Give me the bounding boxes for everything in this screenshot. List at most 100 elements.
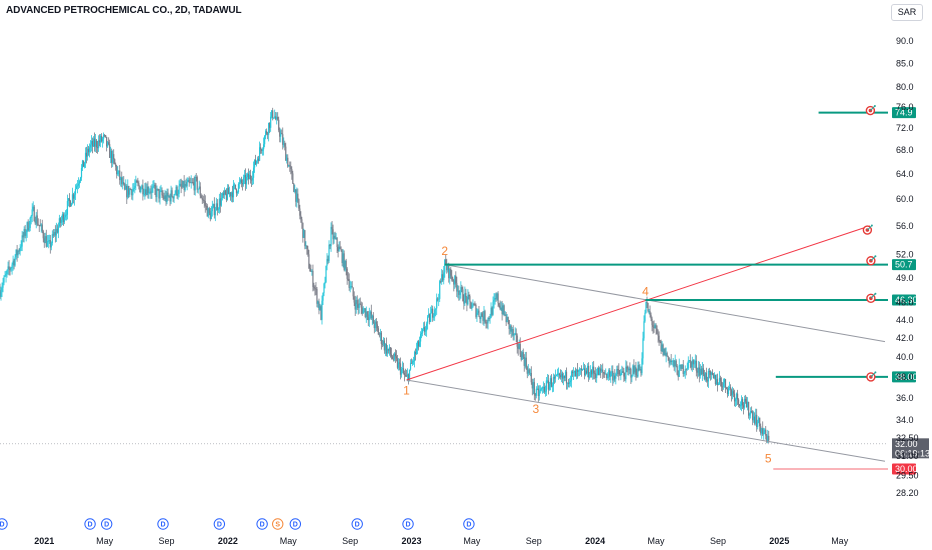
candle-body <box>741 399 744 406</box>
dividend-event-marker[interactable] <box>84 518 96 530</box>
target-level-tag[interactable] <box>892 294 916 306</box>
candle-body <box>129 189 131 195</box>
candle-body <box>444 259 446 273</box>
candle-body <box>293 183 295 192</box>
wave-label: 1 <box>403 383 410 397</box>
candle-body <box>518 343 520 349</box>
candle-body <box>532 382 534 389</box>
dividend-event-marker[interactable] <box>289 518 302 530</box>
candle-body <box>297 193 299 200</box>
candle-body <box>748 401 750 416</box>
currency-selector[interactable]: SAR <box>891 4 923 21</box>
candle-body <box>359 303 361 305</box>
candle-body <box>496 293 498 299</box>
candle-body <box>113 154 115 160</box>
dividend-event-marker[interactable] <box>157 518 169 530</box>
price-tick-label: 46.0 <box>896 297 914 307</box>
candle-body <box>266 131 268 134</box>
target-level-tag[interactable] <box>892 107 916 119</box>
candle-body <box>74 188 77 195</box>
target-level-tag[interactable] <box>892 371 916 383</box>
candle-body <box>85 152 88 157</box>
candle-body <box>201 197 203 200</box>
dividend-event-marker[interactable] <box>213 518 226 530</box>
candle-body <box>75 186 78 189</box>
candle-body <box>507 317 509 320</box>
candle-body <box>509 325 511 330</box>
candle-body <box>153 184 155 187</box>
time-axis[interactable]: 2021 May Sep 2022 May Sep 2023 May Sep 2024 May Sep… <box>34 536 848 546</box>
candle-body <box>229 192 232 197</box>
candle-body <box>145 189 147 195</box>
candle-body <box>244 175 247 185</box>
stop-level-tag[interactable] <box>892 463 916 475</box>
candle-body <box>112 154 114 163</box>
candle-body <box>706 380 708 382</box>
channel-line[interactable] <box>444 264 886 343</box>
candle-body <box>81 160 84 169</box>
candle-body <box>150 191 152 193</box>
candle-body <box>587 365 589 374</box>
candle-body <box>560 373 563 378</box>
dividend-event-marker[interactable] <box>100 518 113 530</box>
candle-body <box>210 211 212 220</box>
candle-body <box>615 373 617 379</box>
event-marker-label: D <box>405 522 410 529</box>
candle-body <box>175 186 177 194</box>
candle-body <box>591 370 593 375</box>
candle-body <box>374 321 376 329</box>
candle-body <box>249 175 252 180</box>
split-event-marker[interactable] <box>272 518 284 530</box>
candle-body <box>718 377 721 384</box>
event-marker-label: D <box>0 522 5 529</box>
candle-body <box>662 344 664 356</box>
candle-body <box>508 319 510 330</box>
channel-line[interactable] <box>406 379 886 462</box>
dividend-event-marker[interactable] <box>402 518 414 530</box>
drawings[interactable] <box>406 225 886 462</box>
candle-body <box>356 300 358 305</box>
price-tick-label: 31.00 <box>896 451 919 461</box>
price-tick-label: 32.50 <box>896 433 919 443</box>
candle-body <box>208 208 210 214</box>
candle-body <box>280 133 282 137</box>
dividend-event-marker[interactable] <box>351 518 363 530</box>
candle-body <box>179 183 181 186</box>
candle-body <box>530 372 532 383</box>
candle-body <box>11 264 13 268</box>
trend-line[interactable] <box>406 225 871 381</box>
candle-body <box>722 382 725 387</box>
candle-body <box>73 194 76 199</box>
price-tick-label: 28.20 <box>896 488 919 498</box>
candle-body <box>170 190 172 202</box>
candle-body <box>686 368 688 370</box>
candle-body <box>67 198 70 202</box>
candle-body <box>342 253 344 264</box>
candle-body <box>386 348 388 354</box>
candle-body <box>211 207 213 212</box>
candle-body <box>331 226 333 230</box>
candle-body <box>523 356 525 366</box>
last-price-tag[interactable] <box>892 438 929 459</box>
dividend-event-marker[interactable] <box>0 518 8 530</box>
dividend-event-marker[interactable] <box>256 518 268 530</box>
candle-body <box>389 347 392 355</box>
price-axis[interactable]: 90.0 85.0 80.0 76.0 72.0 68.0 64.0 60.0 56.0 52.0… <box>896 36 919 498</box>
candle-body <box>314 288 316 289</box>
candle-body <box>68 198 71 201</box>
candle-body <box>273 117 275 119</box>
time-tick-label: 2021 <box>34 536 54 546</box>
candle-body <box>216 203 218 211</box>
candle-body <box>725 387 728 389</box>
candle-body <box>472 304 474 308</box>
candle-body <box>582 369 584 371</box>
target-level-tag[interactable] <box>892 259 916 271</box>
candle-body <box>151 187 153 193</box>
candle-body <box>541 387 543 389</box>
dividend-event-marker[interactable] <box>463 518 475 530</box>
candle-body <box>658 335 660 341</box>
candle-body <box>549 378 552 385</box>
